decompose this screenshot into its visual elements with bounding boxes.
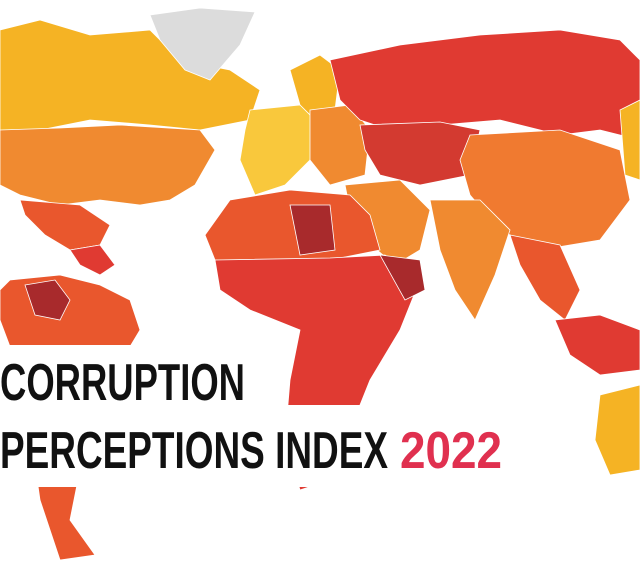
mexico	[19, 199, 111, 251]
australia	[594, 384, 640, 476]
western-europe	[239, 104, 321, 196]
india	[429, 199, 511, 321]
title-backdrop	[0, 405, 515, 487]
indonesia	[554, 314, 640, 376]
japan	[619, 99, 640, 181]
venezuela	[24, 279, 71, 321]
china	[459, 129, 631, 251]
usa	[0, 124, 216, 206]
title-line: CORRUPTION	[0, 354, 245, 412]
title-year: 2022	[400, 422, 502, 480]
central-asia	[359, 121, 481, 186]
central-america	[69, 244, 116, 276]
libya	[289, 204, 336, 256]
title-backdrop	[0, 345, 255, 407]
southeast-asia	[509, 234, 581, 321]
greenland	[149, 7, 256, 81]
north-africa	[204, 189, 381, 266]
title-line: PERCEPTIONS INDEX	[0, 422, 388, 480]
horn-of-africa	[379, 254, 426, 301]
russia	[329, 29, 640, 141]
